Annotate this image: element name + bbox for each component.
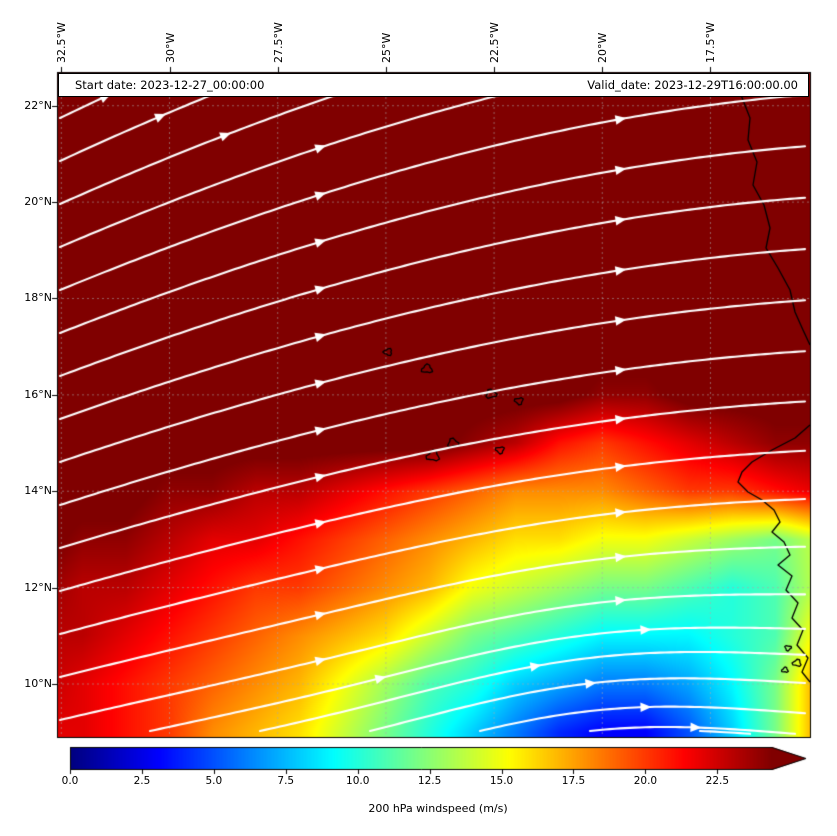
colorbar-tick-label: 5.0	[205, 775, 223, 787]
colorbar-tick-label: 17.5	[561, 775, 586, 787]
lon-tick-label: 22.5°W	[488, 22, 502, 63]
colorbar-tick-label: 15.0	[489, 775, 514, 787]
lat-tick-label: 12°N	[24, 580, 52, 594]
lon-tick-label: 32.5°W	[55, 22, 69, 63]
lon-tick-label: 27.5°W	[271, 22, 285, 63]
colorbar-tick-label: 22.5	[705, 775, 730, 787]
valid-date-label: Valid_date: 2023-12-29T16:00:00.00	[587, 78, 798, 92]
lat-tick-label: 14°N	[24, 484, 52, 498]
lon-tick-label: 20°W	[596, 32, 610, 63]
lat-tick-label: 10°N	[24, 676, 52, 690]
lon-tick-label: 30°W	[163, 32, 177, 63]
lon-tick-label: 25°W	[379, 32, 393, 63]
colorbar-tick-label: 2.5	[133, 775, 151, 787]
date-banner: Start date: 2023-12-27_00:00:00 Valid_da…	[58, 73, 809, 97]
lat-tick-label: 22°N	[24, 98, 52, 112]
colorbar-tick-label: 12.5	[417, 775, 442, 787]
lat-tick-label: 20°N	[24, 195, 52, 209]
start-date-label: Start date: 2023-12-27_00:00:00	[75, 78, 265, 92]
colorbar-label: 200 hPa windspeed (m/s)	[368, 802, 508, 815]
colorbar-tick-label: 20.0	[633, 775, 658, 787]
lon-tick-label: 17.5°W	[704, 22, 718, 63]
lat-tick-label: 18°N	[24, 291, 52, 305]
colorbar-tick-label: 0.0	[61, 775, 79, 787]
lat-tick-label: 16°N	[24, 387, 52, 401]
colorbar-tick-label: 7.5	[277, 775, 295, 787]
colorbar-tick-label: 10.0	[346, 775, 370, 787]
